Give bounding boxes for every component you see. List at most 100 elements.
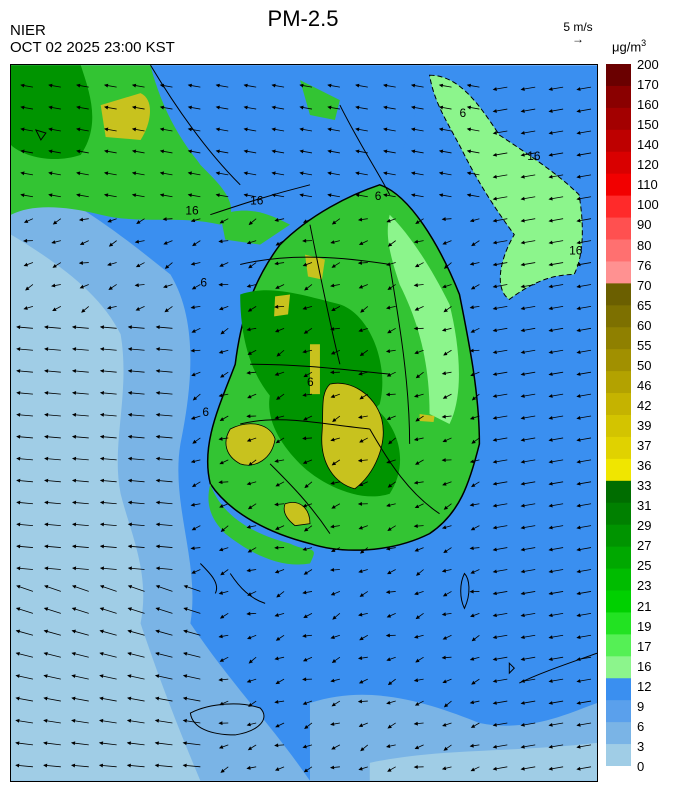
wind-arrow-head (548, 744, 553, 749)
wind-arrow-head (302, 306, 307, 310)
wind-arrow-head (492, 635, 497, 640)
wind-arrow-head (576, 87, 581, 91)
wind-arrow-head (410, 83, 416, 88)
wind-arrow-head (99, 607, 105, 611)
legend-label: 3 (637, 738, 645, 754)
wind-arrow-head (386, 305, 391, 310)
wind-arrow-head (127, 566, 132, 571)
wind-arrow-head (16, 456, 21, 461)
legend-label: 160 (637, 97, 659, 113)
legend-bin (606, 195, 631, 219)
province-boundaries (150, 65, 440, 534)
wind-arrow-head (48, 149, 53, 154)
wind-arrow-head (410, 171, 416, 176)
wind-scale-arrow-icon: → (572, 32, 584, 46)
wind-arrow-head (327, 193, 332, 198)
wind-arrow-head (99, 696, 104, 701)
wind-arrow-head (520, 87, 525, 91)
wind-arrow-head (99, 412, 105, 417)
wind-arrow-head (107, 262, 112, 267)
wind-arrow-head (387, 329, 392, 334)
wind-arrow-head (219, 417, 225, 421)
wind-arrow-head (548, 569, 553, 574)
wind-arrow-head (182, 674, 188, 679)
wind-arrow-head (79, 284, 84, 289)
wind-arrow-head (548, 372, 553, 376)
wind-arrow-head (548, 503, 553, 508)
wind-arrow-head (492, 569, 497, 574)
wind-arrow-head (215, 149, 220, 154)
wind-arrow-head (492, 416, 497, 420)
wind-arrow-head (43, 718, 48, 723)
wind-arrow-head (162, 217, 167, 221)
wind-arrow-head (103, 149, 109, 154)
wind-arrow-head (332, 418, 337, 423)
wind-arrow-head (187, 83, 192, 88)
wind-arrow-head (276, 395, 281, 400)
wind-arrow-head (16, 584, 21, 589)
wind-arrow-head (275, 636, 281, 641)
wind-arrow-head (520, 635, 525, 640)
wind-arrow-head (576, 284, 581, 289)
wind-arrow-head (274, 415, 279, 420)
wind-arrow-head (190, 502, 195, 507)
wind-arrow-head (20, 105, 25, 110)
wind-arrow-head (410, 149, 416, 154)
wind-arrow-head (548, 459, 553, 464)
wind-arrow-head (299, 105, 304, 110)
wind-arrow-head (248, 461, 253, 466)
wind-arrow-head (355, 149, 360, 154)
wind-arrow-head (520, 525, 525, 530)
wind-arrow-head (71, 651, 76, 656)
wind-arrow-head (190, 348, 195, 353)
legend-bin (606, 546, 631, 570)
wind-arrow-head (44, 544, 49, 549)
wind-arrow-head (330, 524, 335, 529)
wind-arrow-head (247, 351, 252, 355)
wind-arrow-head (387, 570, 392, 575)
wind-arrow-head (443, 351, 448, 356)
wind-arrow-head (99, 434, 105, 439)
legend-label: 80 (637, 237, 652, 253)
legend-label: 29 (637, 518, 652, 534)
wind-arrow-head (410, 105, 416, 110)
wind-arrow-head (76, 127, 81, 132)
wind-arrow-head (99, 500, 105, 505)
wind-arrow-head (71, 584, 77, 589)
wind-arrow-head (413, 721, 418, 726)
wind-arrow-head (71, 607, 77, 611)
wind-arrow-head (190, 218, 196, 223)
wind-arrow-head (218, 677, 223, 682)
wind-arrow-head (81, 308, 86, 313)
wind-arrow-head (23, 219, 29, 223)
wind-arrow-head (15, 763, 20, 768)
wind-arrow-head (99, 544, 105, 549)
wind-arrow-head (243, 149, 248, 154)
contour-label: 16 (185, 204, 199, 218)
legend-bin (606, 744, 631, 766)
wind-arrow-head (576, 306, 581, 311)
wind-arrow-head (187, 127, 192, 132)
wind-arrow-head (302, 262, 308, 267)
wind-scale: 5 m/s → (556, 20, 600, 46)
wind-arrow-head (127, 456, 132, 461)
wind-arrow-head (23, 306, 28, 310)
wind-arrow-head (358, 217, 363, 222)
wind-arrow-head (44, 434, 49, 439)
wind-arrow-head (218, 591, 224, 595)
wind-arrow-head (247, 592, 252, 596)
org-label: NIER (10, 22, 46, 39)
wind-arrow-head (218, 306, 224, 311)
china-mainland (11, 65, 232, 225)
wind-arrow-head (275, 285, 280, 289)
wind-arrow-head (414, 634, 419, 639)
wind-arrow-head (383, 105, 388, 110)
wind-arrow-head (187, 193, 192, 198)
wind-arrow-head (218, 634, 223, 639)
wind-arrow-head (134, 283, 139, 288)
wind-arrow-head (358, 328, 363, 332)
wind-arrow-head (44, 478, 49, 483)
wind-arrow-head (414, 350, 419, 355)
wind-arrow-head (492, 766, 497, 771)
wind-arrow-head (303, 373, 308, 378)
